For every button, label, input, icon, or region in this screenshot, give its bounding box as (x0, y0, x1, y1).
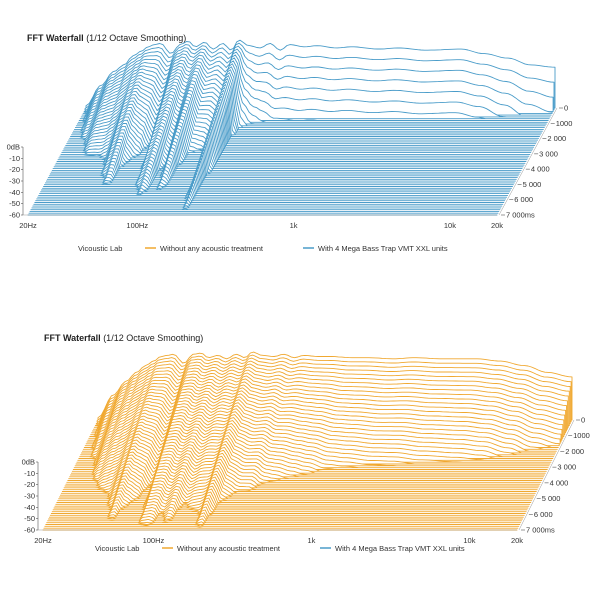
z-tick-label: 6 000 (534, 510, 553, 519)
legend-label-0: Without any acoustic treatment (177, 544, 281, 553)
waterfall-slice-6183ms (34, 196, 505, 203)
y-tick-label: -50 (24, 514, 35, 523)
waterfall-slice-5367ms (41, 175, 511, 191)
legend-brand: Vicoustic Lab (95, 544, 139, 553)
title-main: FFT Waterfall (27, 33, 84, 43)
waterfall-slice-6067ms (35, 193, 506, 202)
x-tick-label: 10k (463, 536, 475, 545)
z-tick-label: 1000 (573, 431, 590, 440)
legend-label-1: With 4 Mega Bass Trap VMT XXL units (335, 544, 465, 553)
waterfall-slice-5483ms (40, 178, 511, 193)
z-tick-label: 4 000 (531, 165, 550, 174)
z-tick-label: 6 000 (514, 195, 533, 204)
waterfall-slice-6533ms (31, 205, 502, 209)
y-tick-label: -60 (9, 211, 20, 220)
y-tick-label: 0dB (22, 458, 35, 467)
chart-title: FFT Waterfall (1/12 Octave Smoothing) (44, 333, 203, 343)
z-tick-label: 1000 (556, 119, 573, 128)
y-tick-label: -30 (9, 177, 20, 186)
waterfall-slice-5717ms (38, 184, 509, 196)
waterfall-slice-6650ms (45, 521, 521, 525)
z-tick-label: 5 000 (523, 180, 542, 189)
waterfall-slice-6183ms (48, 509, 524, 518)
y-tick-label: -10 (9, 154, 20, 163)
z-tick-label: 2 000 (565, 447, 584, 456)
legend-label-1: With 4 Mega Bass Trap VMT XXL units (318, 244, 448, 253)
waterfall-slice-5833ms (37, 187, 508, 198)
z-tick-label: 2 000 (547, 134, 566, 143)
waterfall-slice-5600ms (39, 181, 510, 195)
z-tick-label: 4 000 (550, 478, 569, 487)
z-tick-label: 7 000ms (526, 526, 555, 535)
waterfall-slice-6650ms (30, 208, 501, 211)
waterfall-slice-6417ms (47, 515, 523, 522)
waterfall-slice-6883ms (43, 527, 519, 529)
z-axis-line (518, 419, 575, 531)
chart-treated: FFT Waterfall (1/12 Octave Smoothing) 0d… (7, 33, 573, 253)
x-tick-label: 100Hz (143, 536, 165, 545)
y-tick-label: -20 (24, 480, 35, 489)
y-tick-label: -10 (24, 469, 35, 478)
y-tick-label: -20 (9, 165, 20, 174)
chart-title: FFT Waterfall (1/12 Octave Smoothing) (27, 33, 186, 43)
z-tick-label: 5 000 (542, 494, 561, 503)
z-tick-label: 0 (564, 104, 568, 113)
chart-untreated: FFT Waterfall (1/12 Octave Smoothing) 0d… (22, 333, 590, 553)
waterfall-slice-6300ms (33, 199, 504, 205)
y-tick-label: -30 (24, 492, 35, 501)
waterfall-slice-6300ms (48, 512, 523, 520)
waterfall-slices (42, 351, 573, 531)
y-tick-label: -40 (9, 188, 20, 197)
x-tick-label: 20k (511, 536, 523, 545)
waterfall-slice-6533ms (46, 518, 522, 524)
legend-label-0: Without any acoustic treatment (160, 244, 264, 253)
waterfall-slice-5950ms (36, 190, 507, 200)
x-tick-label: 100Hz (126, 221, 148, 230)
waterfall-slice-6767ms (44, 524, 520, 527)
x-tick-label: 20Hz (34, 536, 52, 545)
x-tick-label: 20k (491, 221, 503, 230)
waterfall-slices (27, 39, 556, 216)
x-tick-label: 10k (444, 221, 456, 230)
waterfall-slice-5133ms (43, 169, 513, 187)
waterfall-slice-4900ms (44, 163, 515, 184)
title-sub: (1/12 Octave Smoothing) (86, 33, 186, 43)
waterfall-slice-5017ms (43, 166, 514, 186)
legend-brand: Vicoustic Lab (78, 244, 122, 253)
title-main: FFT Waterfall (44, 333, 101, 343)
waterfall-slice-6417ms (32, 202, 503, 207)
y-tick-label: -40 (24, 503, 35, 512)
y-tick-label: 0dB (7, 143, 20, 152)
y-tick-label: -60 (24, 526, 35, 535)
y-tick-label: -50 (9, 199, 20, 208)
z-tick-label: 3 000 (539, 149, 558, 158)
x-tick-label: 1k (290, 221, 298, 230)
x-tick-label: 20Hz (19, 221, 37, 230)
waterfall-slice-5250ms (42, 172, 512, 189)
x-tick-label: 1k (307, 536, 315, 545)
title-sub: (1/12 Octave Smoothing) (103, 333, 203, 343)
z-tick-label: 3 000 (557, 463, 576, 472)
z-tick-label: 7 000ms (506, 211, 535, 220)
z-axis-line (498, 107, 558, 216)
z-tick-label: 0 (581, 416, 585, 425)
